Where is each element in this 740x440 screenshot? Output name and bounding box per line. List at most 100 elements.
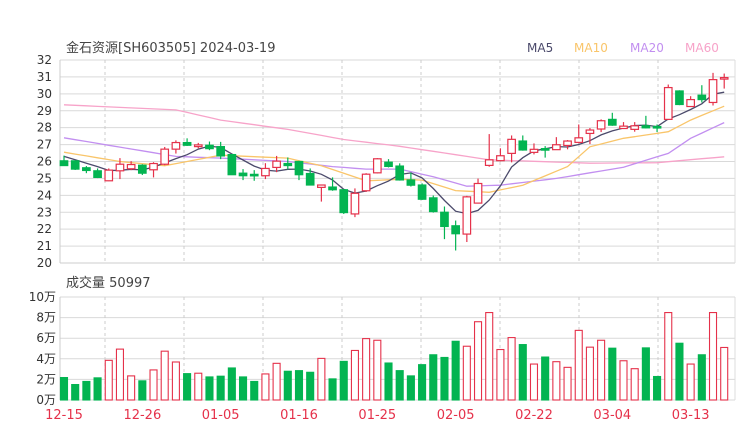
candle-body — [473, 182, 483, 204]
candle — [115, 158, 125, 180]
candle-body — [317, 184, 326, 188]
candle-body — [283, 162, 293, 167]
candle — [395, 163, 405, 181]
volume-bar — [664, 312, 673, 401]
legend: MA5 MA10 MA20 MA60 — [527, 41, 719, 55]
candle-body — [216, 146, 226, 157]
candle — [686, 96, 695, 108]
ma5-line — [63, 91, 725, 215]
candle-body — [272, 160, 281, 169]
candle — [596, 119, 606, 133]
candle — [440, 206, 449, 240]
candle — [104, 168, 114, 182]
volume-label: 成交量 — [66, 275, 105, 291]
candle-body — [182, 141, 192, 146]
x-axis: 12-15 12-26 01-05 01-16 01-25 02-05 02-22 03-04… — [45, 408, 709, 423]
legend-ma5: MA5 — [527, 41, 553, 55]
volume-bar — [496, 348, 505, 401]
candle-body — [372, 158, 382, 174]
price-axis: 20 21 22 23 24 25 26 27 28 29 30 31 32 — [37, 53, 52, 270]
price-tick-label: 30 — [37, 87, 52, 101]
candle — [641, 115, 651, 129]
candles — [59, 72, 729, 251]
date-tick-label: 01-05 — [202, 408, 240, 423]
legend-ma10: MA10 — [574, 41, 608, 55]
candle-body — [384, 161, 393, 168]
candle-body — [708, 79, 718, 104]
volume-bar — [350, 349, 359, 401]
candle — [529, 143, 539, 155]
candle — [372, 158, 382, 174]
candle-body — [395, 165, 405, 181]
volume-bar — [205, 376, 214, 401]
volume-bar — [138, 380, 147, 401]
candle — [70, 160, 80, 170]
volume-axis: 0万 2万 4万 6万 8万 10万 — [29, 290, 56, 407]
candle-body — [686, 98, 695, 108]
candle — [417, 183, 427, 200]
candle-body — [305, 172, 315, 186]
volume-bar — [675, 342, 684, 401]
candle — [708, 72, 718, 106]
candle — [227, 153, 237, 176]
candle — [507, 135, 516, 163]
candle — [719, 73, 729, 89]
price-tick-label: 27 — [37, 138, 52, 152]
candle-body — [82, 167, 91, 172]
ma20-line — [63, 122, 725, 187]
candle-body — [585, 129, 595, 135]
candle — [305, 168, 315, 186]
candle-body — [149, 162, 158, 171]
candle-body — [428, 197, 438, 213]
candle-body — [518, 140, 528, 151]
price-tick-label: 25 — [37, 171, 52, 185]
candle-body — [663, 86, 673, 120]
candle-body — [361, 173, 371, 192]
volume-bar — [619, 360, 628, 401]
candle — [406, 172, 416, 187]
candle-body — [596, 120, 606, 130]
candle — [675, 90, 684, 106]
candle — [518, 135, 528, 151]
ma60-line — [63, 104, 725, 164]
volume-bar — [160, 350, 169, 401]
candle — [294, 160, 304, 181]
candle — [93, 168, 102, 179]
price-tick-label: 31 — [37, 70, 52, 84]
volume-bar — [115, 348, 124, 401]
candle — [540, 146, 550, 158]
candle — [149, 162, 158, 178]
volume-bar — [283, 370, 292, 401]
chart-title: 金石资源[SH603505] 2024-03-19 — [66, 40, 275, 56]
candle-body — [350, 192, 360, 215]
volume-bar — [384, 362, 393, 401]
candle — [193, 142, 203, 149]
candle-body — [574, 137, 584, 143]
volume-bar — [149, 369, 158, 401]
volume-tick-label: 10万 — [29, 290, 56, 304]
ma-lines — [63, 91, 725, 215]
candle-body — [70, 160, 80, 170]
volume-bar — [686, 363, 695, 401]
volume-bar — [82, 380, 91, 401]
candle-body — [328, 186, 337, 191]
volume-tick-label: 6万 — [36, 331, 56, 345]
candle — [630, 122, 640, 132]
candle — [652, 124, 662, 133]
volume-title: 成交量 50997 — [66, 275, 151, 291]
candle-body — [171, 141, 181, 150]
volume-bar — [518, 344, 527, 401]
volume-bar — [541, 356, 550, 401]
volume-tick-label: 8万 — [36, 311, 56, 325]
volume-bar — [306, 371, 315, 401]
volume-bar — [697, 354, 706, 401]
date-tick-label: 01-16 — [280, 408, 318, 423]
volume-bar — [127, 375, 136, 401]
volume-bar — [362, 338, 371, 401]
candle — [137, 164, 147, 176]
volume-bar — [529, 363, 539, 401]
candle-body — [440, 211, 449, 228]
volume-bar — [339, 360, 348, 401]
candle — [496, 148, 505, 162]
candle — [619, 122, 628, 130]
